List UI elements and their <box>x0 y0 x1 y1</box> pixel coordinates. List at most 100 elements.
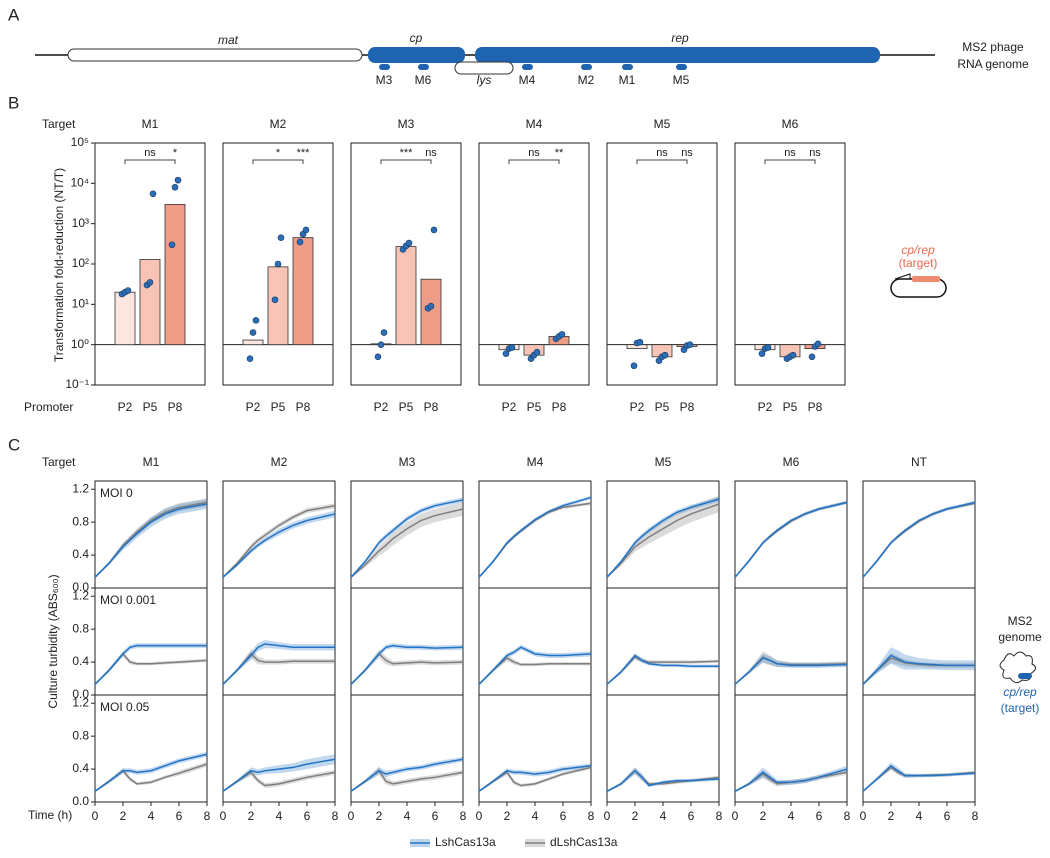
data-point <box>296 238 304 246</box>
panel-frame <box>350 587 464 696</box>
x-tick-label: 2 <box>632 809 639 823</box>
series-line <box>478 657 591 685</box>
bar <box>267 266 289 346</box>
promoter-arrow <box>894 273 911 280</box>
series-line <box>478 496 592 578</box>
x-tick-label: 8 <box>972 809 979 823</box>
genome-caption: MS2 phage <box>962 40 1024 54</box>
series-line <box>734 501 848 578</box>
x-tick-label: 2 <box>248 809 255 823</box>
x-tick-label: P2 <box>630 400 645 414</box>
y-tick-label: 1.2 <box>72 588 89 602</box>
sd-band <box>479 495 591 579</box>
significance-label: ns <box>144 147 156 159</box>
facet-title: M6 <box>782 117 799 131</box>
panel-frame <box>734 694 848 803</box>
series-line <box>350 758 464 792</box>
data-point <box>661 351 669 359</box>
x-tick-label: 2 <box>504 809 511 823</box>
x-tick-label: P5 <box>399 400 414 414</box>
bar <box>139 259 161 346</box>
sd-band <box>479 501 591 579</box>
data-point <box>277 234 285 241</box>
gene-lys <box>454 61 514 75</box>
x-tick-label: 6 <box>432 809 439 823</box>
significance-label: ** <box>555 147 564 159</box>
site <box>676 64 687 70</box>
panel-frame <box>734 480 848 589</box>
genome-caption: RNA genome <box>957 57 1029 71</box>
y-tick-label: 0.4 <box>72 547 89 561</box>
row-label: Promoter <box>24 400 73 414</box>
panel-frame <box>862 694 976 803</box>
significance-label: ns <box>656 147 668 159</box>
y-tick-label: 0.8 <box>72 621 89 635</box>
y-tick-label: 0.4 <box>72 761 89 775</box>
y-tick-label: 0.0 <box>72 794 89 808</box>
significance-bracket <box>508 159 560 164</box>
data-point <box>636 338 644 346</box>
data-point <box>686 341 694 348</box>
x-tick-label: P2 <box>502 400 517 414</box>
series-line <box>734 657 848 685</box>
significance-bracket <box>380 159 432 164</box>
x-tick-label: P5 <box>527 400 542 414</box>
significance-label: ns <box>809 147 821 159</box>
icon-label: (target) <box>899 256 938 270</box>
y-tick-label: 10³ <box>72 216 89 230</box>
x-tick-label: P5 <box>271 400 286 414</box>
x-tick-label: P2 <box>758 400 773 414</box>
y-axis-label: Culture turbidity (ABS₆₀₀) <box>46 574 60 708</box>
series-line <box>350 508 464 578</box>
x-tick-label: 4 <box>788 809 795 823</box>
x-tick-label: 2 <box>888 809 895 823</box>
panel-frame <box>478 142 590 386</box>
sd-band <box>863 653 975 686</box>
y-tick-label: 0.4 <box>72 654 89 668</box>
genome-icon: MS2 genome cp/rep (target) <box>998 614 1042 715</box>
sd-band <box>223 510 335 579</box>
series-line <box>94 644 207 685</box>
site-label: M6 <box>415 73 432 87</box>
x-tick-label: P8 <box>552 400 567 414</box>
sd-band <box>735 653 847 686</box>
data-point <box>124 287 132 294</box>
significance-bracket <box>124 159 176 164</box>
panel-frame <box>94 142 206 386</box>
bar <box>395 246 417 346</box>
gene-mat <box>67 48 363 62</box>
data-point <box>405 239 413 247</box>
site-label: M4 <box>519 73 536 87</box>
sd-band <box>735 765 847 793</box>
y-tick-label: 0.8 <box>72 514 89 528</box>
significance-label: ns <box>425 147 437 159</box>
sd-band <box>735 651 847 686</box>
site-label: M2 <box>578 73 595 87</box>
data-point <box>146 279 154 286</box>
x-tick-label: 8 <box>588 809 595 823</box>
x-tick-label: P2 <box>118 400 133 414</box>
icon-label: cp/rep <box>901 243 935 257</box>
y-tick-label: 10⁵ <box>71 135 89 149</box>
sd-band <box>223 503 335 579</box>
significance-bracket <box>252 159 304 164</box>
series-line <box>94 652 208 685</box>
x-tick-label: P8 <box>680 400 695 414</box>
row-title: MOI 0.05 <box>100 700 150 714</box>
data-point <box>758 350 766 357</box>
x-tick-label: 0 <box>220 809 227 823</box>
significance-label: * <box>173 147 178 159</box>
y-axis-label: Transformation fold-reduction (NT/T) <box>52 168 66 362</box>
sd-band <box>95 761 207 793</box>
gene-label: lys <box>477 73 492 87</box>
facet-title: M6 <box>783 455 800 469</box>
facet-title: M2 <box>271 455 288 469</box>
sd-band <box>479 654 591 686</box>
y-tick-label: 0.0 <box>72 687 89 701</box>
panel-frame <box>606 587 720 696</box>
panel-frame <box>222 142 334 386</box>
data-point <box>271 296 279 304</box>
target-segment <box>1018 673 1032 679</box>
significance-label: *** <box>400 147 414 159</box>
y-tick-label: 10² <box>72 256 89 270</box>
